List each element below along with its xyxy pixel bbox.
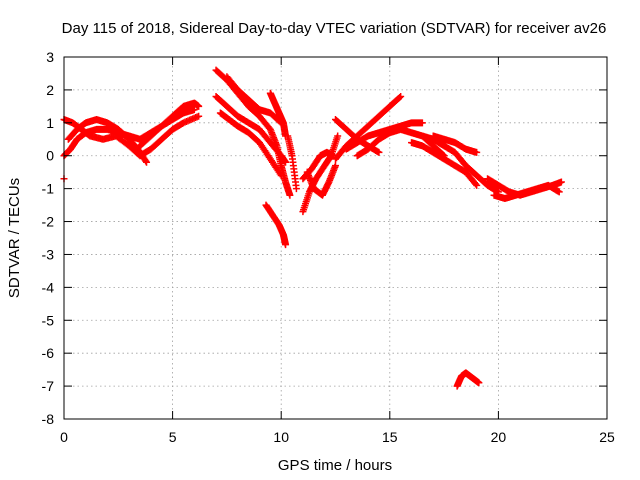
data-point [190,106,198,114]
y-tick-label: -1 [42,181,55,197]
x-tick-label: 25 [599,429,615,445]
data-point [473,148,481,156]
data-point [473,181,481,189]
data-series [212,92,290,166]
data-point [555,188,563,196]
chart-title: Day 115 of 2018, Sidereal Day-to-day VTE… [62,20,607,37]
data-series [216,109,285,179]
y-tick-label: -3 [42,246,55,262]
y-tick-label: 1 [46,115,54,131]
data-series [284,132,300,193]
data-series [490,181,563,203]
data-series [299,132,342,216]
data-series [299,148,337,183]
y-tick-label: 3 [46,49,54,65]
data-series [64,116,151,166]
data-series [408,139,481,189]
data-point [282,241,290,249]
data-series [262,201,290,249]
data-series [429,132,481,156]
data-point [142,157,150,165]
axis-ticks [63,56,608,420]
x-tick-labels: 0 5 10 15 20 25 [60,429,615,445]
x-tick-label: 15 [382,429,398,445]
y-tick-label: -5 [42,312,55,328]
data-point [418,119,426,127]
x-tick-label: 20 [491,429,507,445]
data-point [472,180,480,188]
y-tick-label: -4 [42,279,55,295]
y-tick-label: 0 [46,148,54,164]
data-point [282,158,290,166]
data-point [334,132,342,140]
data-point [375,148,383,156]
data-point [557,178,565,186]
data-point [286,191,294,199]
data-point [143,158,151,166]
data-series [418,132,502,196]
data-series [266,89,290,140]
x-axis-label: GPS time / hours [278,457,392,474]
data-point [332,162,339,170]
data-point [475,379,483,387]
y-tick-label: -8 [42,411,55,427]
x-tick-label: 10 [273,429,289,445]
data-points [60,66,565,390]
plot-frame [63,56,608,420]
grid [64,57,607,419]
data-point [195,102,203,110]
y-tick-label: -7 [42,378,55,394]
data-point [396,93,404,101]
y-tick-label: -2 [42,214,55,230]
y-tick-label: 2 [46,82,54,98]
data-series [332,92,405,163]
data-series [136,99,203,150]
data-series [353,125,448,160]
y-tick-labels: -8 -7 -6 -5 -4 -3 -2 -1 0 1 2 3 [42,49,55,427]
x-tick-label: 0 [60,429,68,445]
y-axis-label: SDTVAR / TECUs [6,178,23,298]
y-tick-label: -6 [42,345,55,361]
x-tick-label: 5 [169,429,177,445]
data-series [453,369,483,390]
data-point [195,112,203,120]
data-point [292,185,300,193]
data-point [397,92,405,100]
data-point [277,171,285,179]
